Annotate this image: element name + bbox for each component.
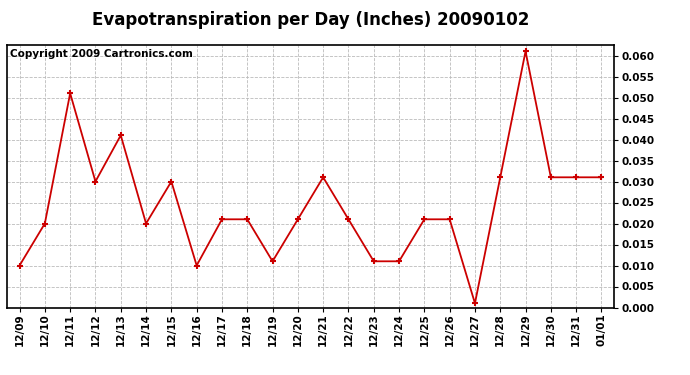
Text: Copyright 2009 Cartronics.com: Copyright 2009 Cartronics.com (10, 49, 193, 59)
Text: Evapotranspiration per Day (Inches) 20090102: Evapotranspiration per Day (Inches) 2009… (92, 11, 529, 29)
